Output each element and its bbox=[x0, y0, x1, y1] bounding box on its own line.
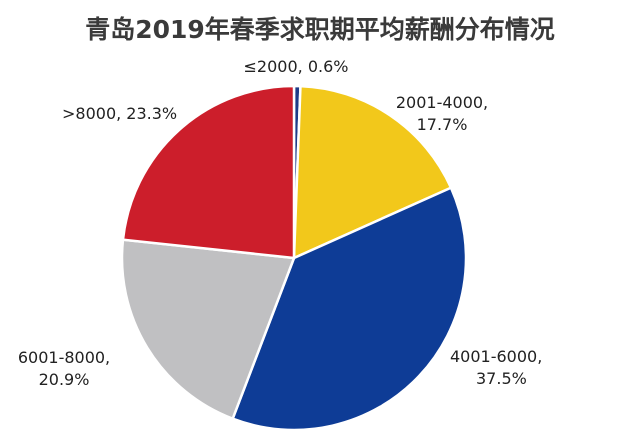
slice-label-gt-8000: >8000, 23.3% bbox=[62, 104, 178, 123]
slice-label-6001-8000: 6001-8000, 20.9% bbox=[17, 348, 111, 389]
pie-slice-2001-4000 bbox=[292, 84, 453, 260]
slice-label-2001-4000: 2001-4000, 17.7% bbox=[395, 93, 489, 134]
pie-slice-8000 bbox=[121, 84, 296, 260]
slice-label-4001-6000: 4001-6000, 37.5% bbox=[450, 347, 543, 388]
chart-title: 青岛2019年春季求职期平均薪酬分布情况 bbox=[85, 15, 555, 44]
pie-slice-4001-6000 bbox=[231, 186, 468, 432]
pie-slice-6001-8000 bbox=[120, 238, 296, 420]
slice-label-le-2000: ≤2000, 0.6% bbox=[243, 57, 349, 76]
